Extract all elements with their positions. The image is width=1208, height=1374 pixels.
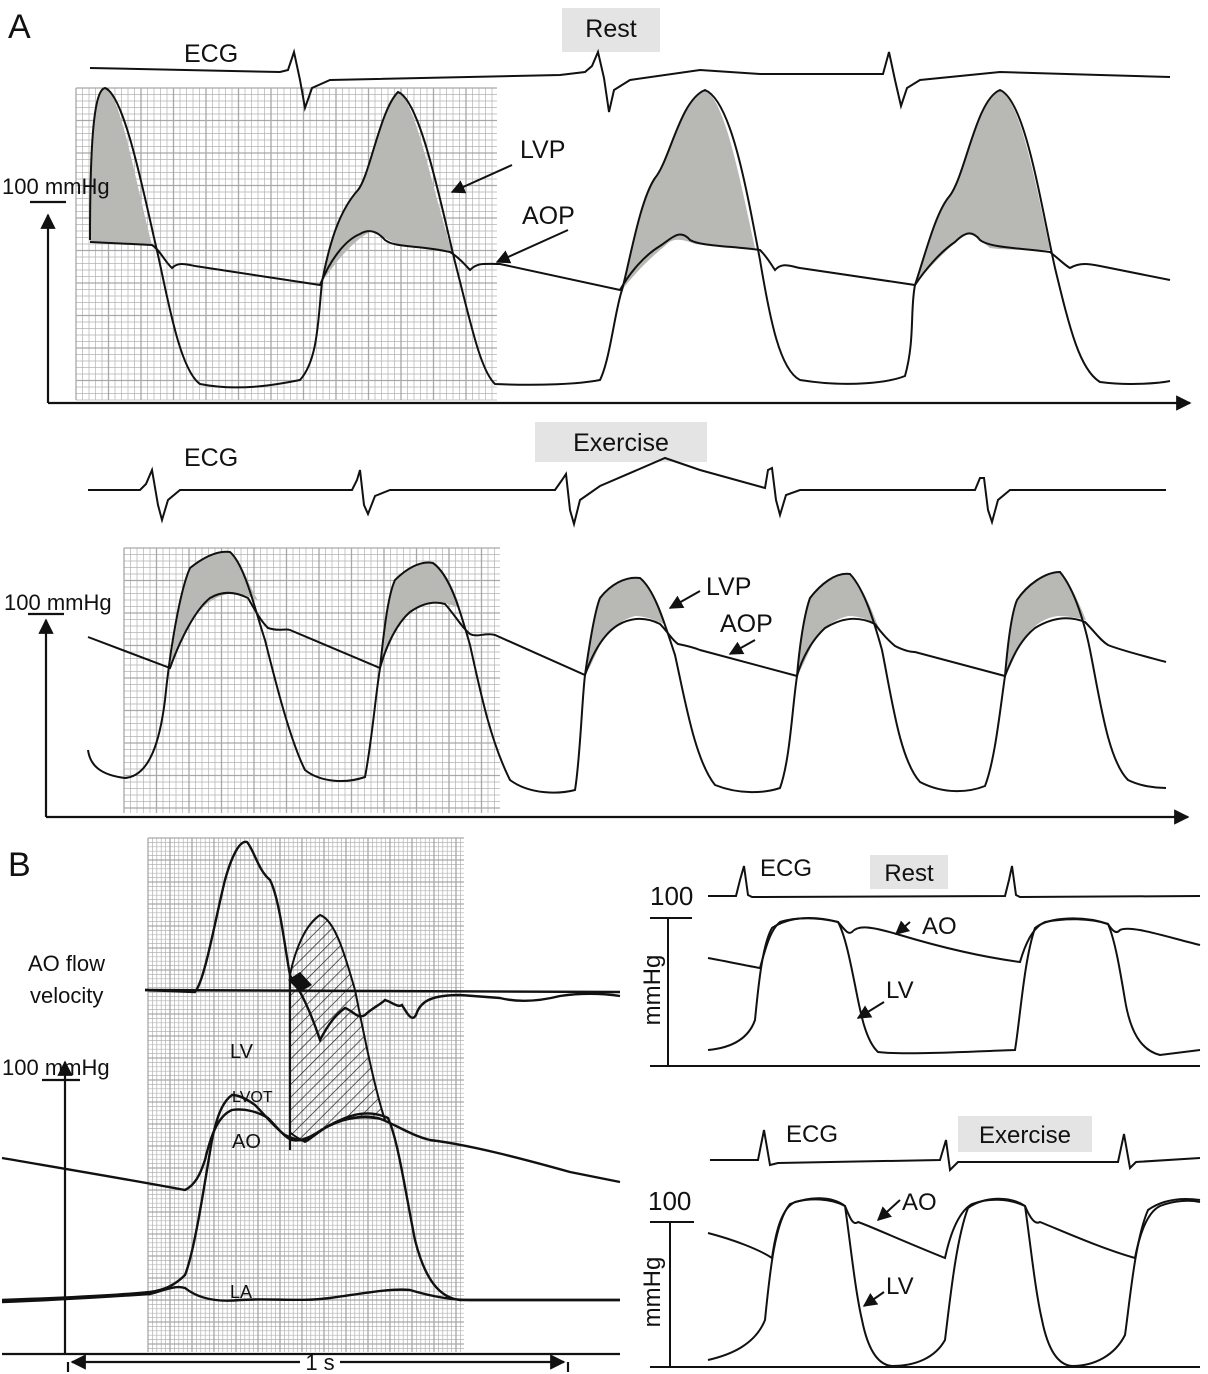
flow-label-line2: velocity xyxy=(30,983,103,1008)
lvp-label-a-exercise: LVP xyxy=(706,573,751,601)
lvp-label-a-rest: LVP xyxy=(520,136,565,164)
exercise-badge-b: Exercise xyxy=(979,1122,1071,1149)
shaded-regions-a-exercise xyxy=(170,551,1086,676)
ecg-label-a-rest: ECG xyxy=(184,40,238,68)
lvp-arrow-a-rest xyxy=(450,164,513,194)
scale-label-b: 100 mmHg xyxy=(2,1055,110,1080)
flow-velocity-trace-b xyxy=(144,840,621,1044)
grid-minor-lines xyxy=(124,548,500,813)
exercise-badge-a: Exercise xyxy=(573,429,669,457)
rest-badge-bg-b xyxy=(870,855,948,889)
ecg-label-b-exercise: ECG xyxy=(786,1121,838,1148)
scale-label-a-exercise: 100 mmHg xyxy=(4,590,112,615)
aop-arrow-a-rest xyxy=(495,229,569,264)
lv-label-b-exercise: LV xyxy=(886,1273,914,1300)
flow-label-line1: AO flow xyxy=(28,951,105,976)
rest-badge-a: Rest xyxy=(585,15,636,43)
unit-label-b-exercise: mmHg xyxy=(639,1257,666,1328)
aop-trace-a-rest xyxy=(89,230,1171,292)
grid-major-lines xyxy=(123,547,500,813)
ao-label-b: AO xyxy=(232,1131,261,1153)
exercise-badge-bg-b xyxy=(958,1116,1092,1152)
lv-arrow-b-exercise xyxy=(862,1291,885,1307)
aop-label-a-exercise: AOP xyxy=(720,610,773,638)
ecg-trace-a-exercise xyxy=(88,456,1166,528)
aop-label-a-rest: AOP xyxy=(522,202,575,230)
lv-label-b-rest: LV xyxy=(886,977,914,1004)
ao-label-b-rest: AO xyxy=(922,913,957,940)
hatched-region-b xyxy=(289,913,387,1144)
rest-badge-bg-a xyxy=(562,8,660,52)
ecg-trace-a-rest xyxy=(89,48,1171,113)
ao-trace-b-exercise xyxy=(707,1198,1201,1260)
ao-label-b-exercise: AO xyxy=(902,1189,937,1216)
la-label-b: LA xyxy=(230,1282,252,1302)
unit-label-b-rest: mmHg xyxy=(639,955,666,1026)
ecg-trace-b-exercise xyxy=(710,1129,1201,1173)
lv-label-b: LV xyxy=(230,1041,254,1063)
ecg-label-b-rest: ECG xyxy=(760,855,812,882)
lvp-arrow-a-exercise xyxy=(668,590,701,609)
lvot-label-b: LVOT xyxy=(232,1089,273,1106)
ao-arrow-b-exercise xyxy=(876,1199,901,1221)
shaded-regions-a-rest xyxy=(90,88,1050,290)
exercise-badge-bg-a xyxy=(535,422,707,462)
lvp-trace-a-rest xyxy=(89,86,1171,389)
lv-arrow-b-rest xyxy=(856,1001,885,1019)
flow-peak-mark-b xyxy=(288,972,312,992)
la-trace-b xyxy=(1,1285,620,1304)
lv-trace-b-rest xyxy=(707,917,1201,1057)
lv-trace-b-exercise xyxy=(707,1197,1201,1368)
scale-value-b-exercise: 100 xyxy=(648,1186,691,1216)
flow-baseline-b xyxy=(144,988,621,994)
lvp-trace-a-exercise xyxy=(87,550,1167,794)
aop-arrow-a-exercise xyxy=(728,639,756,655)
ecg-trace-b-rest xyxy=(708,865,1201,899)
scale-label-a-rest: 100 mmHg xyxy=(2,174,110,199)
panel-letter-a: A xyxy=(8,8,31,46)
ecg-label-a-exercise: ECG xyxy=(184,444,238,472)
panel-letter-b: B xyxy=(8,846,31,884)
time-label-b: 1 s xyxy=(305,1350,334,1374)
grid-a-exercise xyxy=(123,547,500,813)
aop-trace-a-exercise xyxy=(87,591,1167,678)
scale-value-b-rest: 100 xyxy=(650,881,693,911)
rest-badge-b: Rest xyxy=(884,860,934,887)
ao-arrow-b-rest xyxy=(894,920,911,935)
ao-pressure-trace-b xyxy=(1,1108,621,1192)
